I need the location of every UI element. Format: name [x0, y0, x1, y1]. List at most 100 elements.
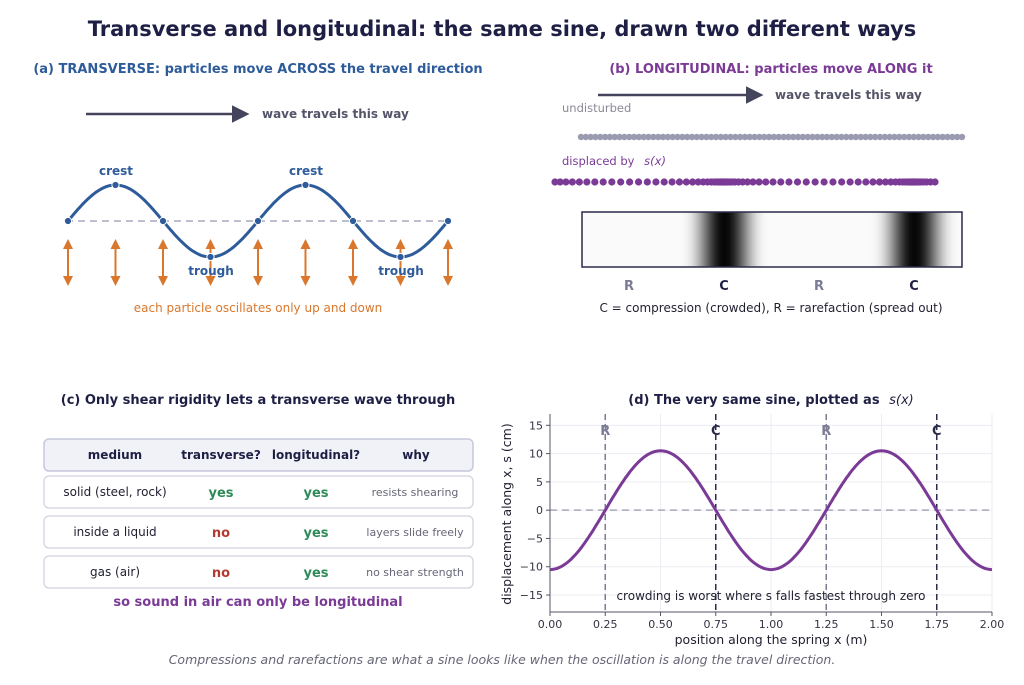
panel-d: (d) The very same sine, plotted as s(x) …	[499, 393, 1004, 647]
undisturbed-particle	[838, 133, 845, 141]
undisturbed-particle	[939, 133, 946, 141]
y-tick-label: −5	[527, 532, 543, 545]
particle-dot	[111, 180, 120, 190]
undisturbed-particle	[770, 133, 778, 141]
undisturbed-particle	[650, 133, 657, 141]
undisturbed-particle	[857, 133, 864, 141]
undisturbed-particle	[606, 133, 614, 141]
y-tick-label: 0	[536, 504, 543, 517]
particle-dot	[253, 216, 263, 226]
undisturbed-particle	[698, 133, 705, 141]
particle-dot	[301, 180, 310, 190]
chart-annotation: crowding is worst where s falls fastest …	[616, 589, 925, 603]
undisturbed-particle	[934, 133, 942, 141]
displaced-particle	[875, 178, 884, 186]
undisturbed-particle	[910, 133, 917, 141]
rarefaction-marker-label: R	[600, 424, 610, 439]
displaced-particle	[881, 178, 890, 186]
displaced-particle	[599, 178, 607, 186]
undisturbed-particle	[915, 133, 922, 141]
displaced-particle	[829, 178, 837, 186]
undisturbed-particle	[920, 133, 927, 141]
undisturbed-particle	[732, 133, 739, 141]
undisturbed-particle	[833, 133, 840, 141]
undisturbed-particle	[741, 133, 749, 141]
undisturbed-particle	[746, 133, 753, 141]
undisturbed-particle	[847, 133, 855, 141]
figure-footer: Compressions and rarefactions are what a…	[169, 652, 836, 667]
table-row: solid (steel, rock) yes yes resists shea…	[43, 475, 474, 509]
x-tick-label: 0.00	[538, 618, 563, 631]
displaced-particle	[617, 178, 625, 186]
undisturbed-particle	[640, 133, 647, 141]
undisturbed-particle	[876, 133, 884, 141]
displaced-particle	[562, 178, 570, 186]
x-tick-label: 1.50	[869, 618, 894, 631]
undisturbed-particle	[896, 133, 903, 141]
chart-x-ticks: 0.00 0.25 0.50 0.75 1.00 1.25 1.50 1.75 2.00	[538, 612, 1004, 631]
undisturbed-particle	[785, 133, 792, 141]
undisturbed-particle	[712, 133, 720, 141]
undisturbed-particle	[722, 133, 729, 141]
trough-label-1: trough	[188, 264, 234, 278]
panel-a-caption: each particle oscillates only up and dow…	[134, 301, 383, 315]
undisturbed-particle	[688, 133, 696, 141]
undisturbed-particle	[799, 133, 807, 141]
displaced-particle	[556, 178, 564, 186]
displaced-particle	[820, 178, 828, 186]
header-longitudinal: longitudinal?	[272, 448, 360, 462]
undisturbed-particle	[804, 133, 811, 141]
displaced-particle	[869, 178, 877, 186]
row-2-transverse: no	[212, 526, 230, 541]
displaced-particle	[643, 178, 651, 186]
undisturbed-particle	[664, 133, 672, 141]
row-2-why: layers slide freely	[366, 526, 464, 539]
undisturbed-particle	[814, 133, 821, 141]
particle-dot	[158, 216, 168, 226]
undisturbed-particle	[577, 133, 585, 141]
density-band	[581, 211, 963, 268]
header-medium: medium	[88, 448, 142, 462]
chart-x-label: position along the spring x (m)	[675, 632, 868, 647]
displaced-particle	[575, 178, 583, 186]
rarefaction-marker-label: R	[821, 424, 831, 439]
crest-label-2: crest	[289, 164, 323, 178]
chart-grid	[549, 414, 993, 612]
undisturbed-particle	[693, 133, 700, 141]
undisturbed-particle	[843, 133, 850, 141]
displaced-particle	[682, 178, 690, 186]
displaced-particle	[769, 178, 777, 186]
undisturbed-particle	[635, 133, 643, 141]
chart-title-symbol: s(x)	[889, 393, 914, 408]
displaced-particle	[862, 178, 870, 186]
undisturbed-particle	[597, 133, 604, 141]
band-label-c1: C	[719, 279, 729, 294]
undisturbed-particle	[891, 133, 898, 141]
band-label-r1: R	[624, 279, 634, 294]
undisturbed-label: undisturbed	[562, 101, 631, 115]
undisturbed-particle	[953, 133, 961, 141]
x-tick-label: 0.25	[593, 618, 618, 631]
displaced-particle	[755, 178, 763, 186]
displaced-particle	[793, 178, 802, 186]
panel-a: (a) TRANSVERSE: particles move ACROSS th…	[33, 62, 482, 315]
panel-c-heading: (c) Only shear rigidity lets a transvers…	[61, 393, 455, 408]
undisturbed-particle	[601, 133, 609, 141]
displaced-particle	[854, 178, 862, 186]
panel-b-caption: C = compression (crowded), R = rarefacti…	[599, 301, 942, 315]
undisturbed-particle	[809, 133, 816, 141]
panel-c: (c) Only shear rigidity lets a transvers…	[43, 393, 474, 610]
undisturbed-particle	[818, 133, 826, 141]
undisturbed-particle	[790, 133, 797, 141]
x-tick-label: 0.75	[704, 618, 729, 631]
undisturbed-particle	[630, 133, 638, 141]
undisturbed-particle	[905, 133, 913, 141]
band-label-r2: R	[814, 279, 824, 294]
header-why: why	[402, 448, 430, 462]
chart-y-ticks: 15 10 5 0 −5 −10 −15	[520, 419, 550, 602]
undisturbed-particle	[761, 133, 768, 141]
row-3-medium: gas (air)	[90, 565, 140, 579]
undisturbed-particle	[765, 133, 773, 141]
undisturbed-particle	[592, 133, 599, 141]
